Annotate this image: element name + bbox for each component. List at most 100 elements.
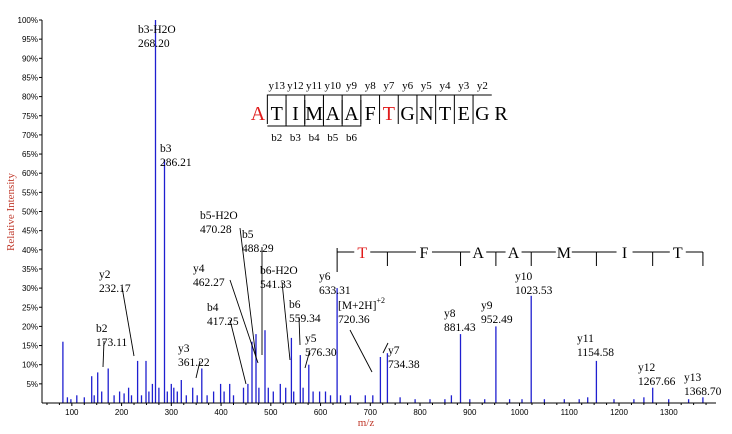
- y-ion-bracket: [416, 94, 436, 124]
- ion-name: y5: [305, 333, 317, 345]
- y-tick-label: 55%: [22, 188, 38, 197]
- peak-label-y8: y8 881.43: [444, 308, 476, 334]
- peak-label-b2: b2 173.11: [96, 323, 127, 368]
- residue-8: T: [383, 103, 395, 125]
- x-tick-label: 1100: [561, 408, 579, 417]
- b-ion-label: b6: [346, 132, 358, 144]
- peak-label-b4: b4 417.25: [207, 302, 247, 385]
- ion-mz: 417.25: [207, 316, 239, 328]
- ladder-residue: M: [557, 245, 571, 262]
- ion-mz: 1368.70: [684, 386, 722, 398]
- leader-line: [298, 316, 301, 346]
- ion-name: b4: [207, 302, 219, 314]
- leader-line: [195, 360, 201, 379]
- y-tick-label: 65%: [22, 150, 38, 159]
- y-ion-label: y11: [306, 80, 322, 92]
- ion-mz: 173.11: [96, 337, 127, 349]
- ion-mz: 268.20: [138, 38, 170, 50]
- b-ion-label: b4: [309, 132, 321, 144]
- peak-label-b5: b5 488.29: [242, 229, 274, 355]
- peak-label-y12: y12 1267.66: [638, 362, 676, 388]
- y-ion-bracket: [472, 94, 492, 124]
- y-tick-label: 50%: [22, 208, 38, 217]
- ion-text: [M+2H]: [338, 300, 376, 312]
- ion-name: y13: [684, 372, 702, 384]
- ion-mz: 633.31: [319, 285, 351, 297]
- peak-label-y9: y9 952.49: [481, 300, 513, 326]
- ion-name: y6: [319, 271, 331, 283]
- ladder-residue: T: [673, 245, 683, 262]
- ion-name: y9: [481, 300, 493, 312]
- ladder-residue: F: [420, 245, 429, 262]
- leader-line: [304, 349, 311, 369]
- b-ion-label: b3: [290, 132, 302, 144]
- y-ion-bracket: [266, 94, 287, 124]
- ion-name: y4: [193, 263, 205, 275]
- peak-label-y4: y4 462.27: [193, 263, 259, 364]
- y-tick-label: 90%: [22, 54, 38, 63]
- residue-5: A: [326, 103, 341, 125]
- y-tick-label: 85%: [22, 73, 38, 82]
- peak-label-y7: y7 734.38: [382, 342, 420, 371]
- y-tick-label: 40%: [22, 246, 38, 255]
- y-tick-label: 10%: [22, 361, 38, 370]
- peak-label-b3: b3 286.21: [160, 143, 192, 169]
- y-tick-label: 75%: [22, 112, 38, 121]
- leader-line: [229, 319, 247, 385]
- y-tick-label: 35%: [22, 265, 38, 274]
- y-tick-label: 25%: [22, 303, 38, 312]
- ion-mz: 720.36: [338, 314, 370, 326]
- peak-label-y10: y10 1023.53: [515, 271, 553, 297]
- ion-mz: 470.28: [200, 224, 232, 236]
- charge-superscript: +2: [376, 296, 385, 305]
- y-ion-label: y7: [383, 80, 395, 92]
- y-tick-label: 80%: [22, 93, 38, 102]
- ion-name: y11: [577, 333, 594, 345]
- ion-mz: 232.17: [99, 283, 131, 295]
- residue-9: G: [400, 103, 414, 125]
- ion-name: b6-H2O: [260, 265, 298, 277]
- x-tick-label: 100: [65, 408, 79, 417]
- axes: [41, 20, 716, 404]
- ion-name: b5: [242, 229, 254, 241]
- leader-line: [102, 340, 105, 368]
- ion-mz: 1154.58: [577, 347, 614, 359]
- ion-mz: 488.29: [242, 243, 274, 255]
- x-tick-label: 500: [264, 408, 278, 417]
- residue-6: A: [344, 103, 359, 125]
- y-ion-label: y3: [458, 80, 470, 92]
- residue-11: T: [439, 103, 451, 125]
- y-tick-label: 95%: [22, 35, 38, 44]
- ion-name: y10: [515, 271, 533, 283]
- y-ion-label: y10: [325, 80, 342, 92]
- y-ion-label: y9: [346, 80, 358, 92]
- b-ion-label: b2: [271, 132, 282, 144]
- y-ion-label: y12: [287, 80, 304, 92]
- peak-label-b6: b6 559.34: [289, 299, 321, 346]
- ion-mz: 541.33: [260, 279, 292, 291]
- x-tick-label: 200: [115, 408, 129, 417]
- residue-1: A: [251, 103, 266, 125]
- residue-3: I: [292, 103, 299, 125]
- ion-mz: 576.30: [305, 347, 337, 359]
- leader-line: [349, 329, 373, 373]
- peak-label-y5: y5 576.30: [304, 333, 337, 369]
- x-tick-label: 300: [165, 408, 179, 417]
- residue-4: M: [305, 103, 323, 125]
- leader-line: [281, 281, 291, 361]
- x-tick-label: 1200: [610, 408, 628, 417]
- x-tick-labels: 100 200 300 400 500 600 700 800 900 1000 1100 1200 1…: [46, 403, 707, 417]
- b-ion-bracket: [342, 100, 362, 127]
- y-tick-label: 70%: [22, 131, 38, 140]
- ion-name: b6: [289, 299, 301, 311]
- peak-label-y11: y11 1154.58: [577, 333, 614, 359]
- y-ion-label: y4: [440, 80, 452, 92]
- y-axis-title: Relative Intensity: [5, 173, 17, 251]
- y-ion-bracket: [435, 94, 455, 124]
- ion-mz: 462.27: [193, 277, 225, 289]
- x-tick-label: 1300: [660, 408, 678, 417]
- residue-2: T: [271, 103, 283, 125]
- y-tick-label: 60%: [22, 169, 38, 178]
